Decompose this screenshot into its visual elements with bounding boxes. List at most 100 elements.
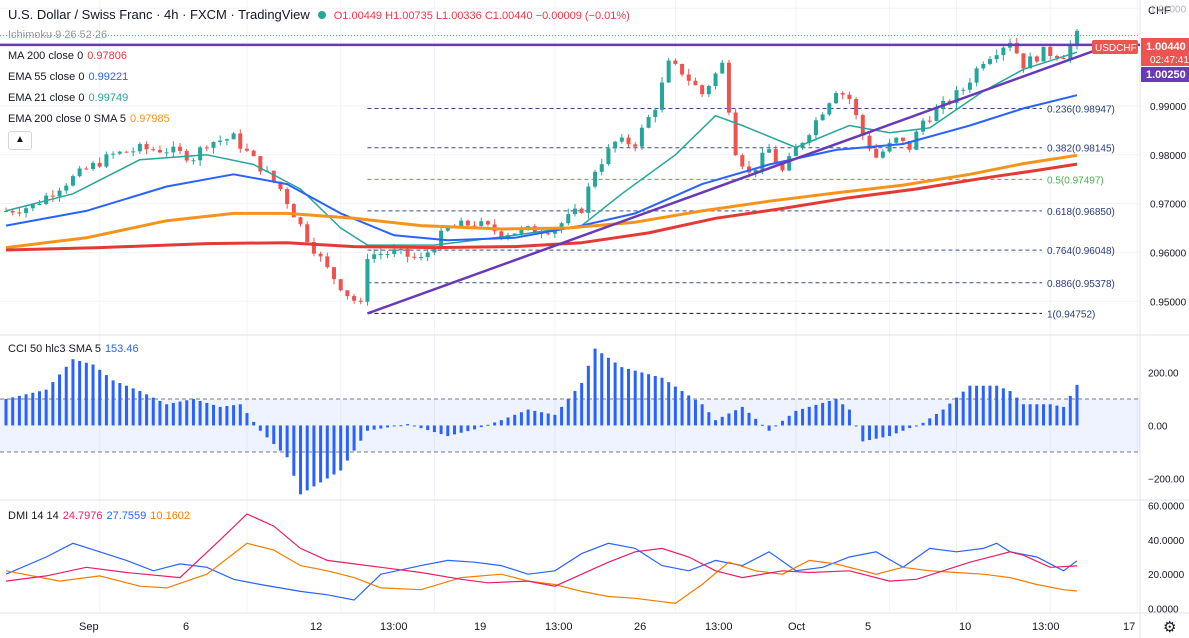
candle-body — [1061, 57, 1066, 60]
cci-bar — [406, 424, 410, 426]
cci-bar — [934, 413, 938, 426]
legend-ma200[interactable]: MA 200 close 0 0.97806 — [8, 50, 127, 62]
legend-cci[interactable]: CCI 50 hlc3 SMA 5 153.46 — [8, 343, 139, 355]
legend-dmi-adx: 24.7976 — [62, 510, 103, 522]
chart-header: U.S. Dollar / Swiss Franc · 4h · FXCM · … — [8, 7, 630, 22]
candle-body — [887, 142, 892, 152]
cci-bar — [693, 399, 697, 426]
dmi-minus-line — [5, 542, 1078, 605]
candle-body — [613, 141, 618, 149]
cci-bar — [332, 425, 336, 475]
candle-body — [807, 135, 812, 143]
legend-ema21-value: 0.99749 — [88, 92, 129, 104]
legend-dmi[interactable]: DMI 14 14 24.7976 27.7559 10.1602 — [8, 510, 190, 522]
cci-bar — [1042, 404, 1046, 426]
cci-bar — [151, 397, 155, 426]
cci-bar — [11, 397, 15, 426]
candle-body — [633, 144, 638, 147]
candle-body — [124, 151, 129, 153]
cci-bar — [319, 425, 323, 483]
cci-bar — [914, 425, 918, 427]
cci-bar — [707, 412, 711, 426]
cci-bar — [814, 404, 818, 426]
legend-ichimoku[interactable]: Ichimoku 9 26 52 26 — [8, 29, 108, 41]
candle-body — [1028, 56, 1033, 69]
time-axis-label: Sep — [79, 621, 99, 633]
cci-bar — [995, 385, 999, 426]
cci-bar — [158, 400, 162, 426]
candle-body — [419, 257, 424, 259]
ohlc-change: −0.00009 (−0.01%) — [535, 10, 630, 22]
candle-body — [813, 120, 818, 136]
legend-dmi-plus: 27.7559 — [106, 510, 147, 522]
cci-bar — [138, 391, 142, 426]
cci-bar — [948, 403, 952, 426]
cci-bar — [774, 425, 778, 427]
candle-body — [479, 221, 484, 227]
cci-bar — [760, 424, 764, 426]
candle-body — [646, 116, 651, 128]
cci-bar — [345, 425, 349, 461]
candle-body — [24, 208, 29, 214]
ohlc-readout: O1.00449 H1.00735 L1.00336 C1.00440 −0.0… — [334, 10, 630, 22]
cci-bar — [64, 366, 68, 426]
candle-body — [224, 139, 229, 141]
candle-body — [860, 115, 865, 136]
candle-body — [37, 204, 42, 206]
legend-ema55[interactable]: EMA 55 close 0 0.99221 — [8, 71, 128, 83]
cci-bar — [834, 398, 838, 426]
cci-bar — [299, 425, 303, 495]
cci-bar — [854, 425, 858, 427]
candle-body — [854, 99, 859, 116]
cci-bar — [31, 392, 35, 426]
candle-body — [733, 112, 738, 156]
candle-body — [318, 253, 323, 257]
candle-body — [606, 148, 611, 165]
cci-axis-tick: 200.00 — [1148, 368, 1179, 379]
cci-bar — [1048, 404, 1052, 426]
candle-body — [874, 148, 879, 158]
candle-body — [104, 154, 109, 167]
cci-bar — [446, 425, 450, 437]
dmi-axis-tick: 60.0000 — [1148, 501, 1185, 512]
gear-icon[interactable]: ⚙ — [1163, 619, 1177, 636]
cci-bar — [941, 409, 945, 426]
legend-ema21[interactable]: EMA 21 close 0 0.99749 — [8, 92, 128, 104]
candle-body — [713, 73, 718, 87]
cci-bar — [747, 412, 751, 426]
chevron-up-icon[interactable]: ▲ — [8, 131, 32, 150]
time-axis-label: 13:00 — [705, 621, 733, 633]
candle-body — [385, 253, 390, 255]
legend-ema55-label: EMA 55 close 0 — [8, 71, 85, 83]
candle-body — [218, 140, 223, 142]
cci-bar — [633, 370, 637, 426]
candle-body — [459, 220, 464, 227]
fib-level-label: 0.618(0.96850) — [1047, 207, 1115, 218]
cci-bar — [894, 425, 898, 434]
dmi-plus-line — [5, 542, 1078, 601]
fib-level-label: 0.886(0.95378) — [1047, 279, 1115, 290]
candle-body — [291, 204, 296, 218]
candle-body — [1001, 47, 1006, 56]
cci-bar — [185, 400, 189, 426]
candle-body — [686, 74, 691, 81]
cci-bar — [432, 425, 436, 433]
cci-bar — [881, 425, 885, 438]
candle-body — [305, 224, 310, 242]
cci-bar — [145, 394, 149, 426]
candle-body — [954, 90, 959, 104]
cci-bar — [386, 425, 390, 428]
cci-bar — [493, 422, 497, 426]
cci-bar — [861, 425, 865, 442]
candle-body — [659, 82, 664, 110]
candle-body — [961, 89, 966, 91]
cci-bar — [419, 425, 423, 429]
legend-ema200[interactable]: EMA 200 close 0 SMA 5 0.97985 — [8, 113, 170, 125]
time-axis-label: 13:00 — [545, 621, 573, 633]
cci-bar — [111, 380, 115, 426]
cci-bar — [580, 383, 584, 426]
candle-body — [331, 267, 336, 280]
candle-body — [927, 120, 932, 122]
symbol-tag-bg — [1092, 40, 1138, 54]
